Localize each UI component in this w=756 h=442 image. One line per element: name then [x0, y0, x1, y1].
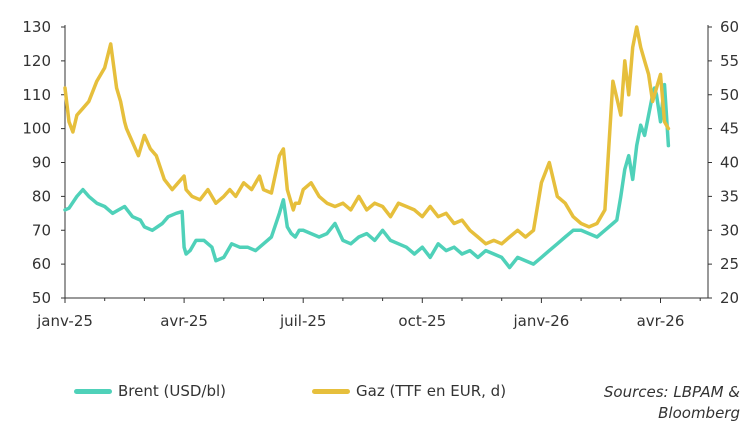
x-tick-label: oct-25	[398, 312, 446, 330]
line-chart: 50 60 70 80 90 100 110 120 130 20 25 30 35 40 45 50 55 60…	[22, 18, 739, 330]
x-tick-label: avr-25	[160, 312, 208, 330]
source-line-1: Sources: LBPAM &	[603, 383, 740, 401]
axes-group	[61, 25, 712, 303]
right-tick-label: 60	[720, 18, 739, 36]
x-tick-label: avr-26	[637, 312, 685, 330]
left-tick-label: 110	[22, 86, 51, 104]
left-tick-label: 50	[32, 289, 51, 307]
right-tick-label: 30	[720, 221, 739, 239]
x-tick-label: janv-26	[512, 312, 569, 330]
legend-label-gaz: Gaz (TTF en EUR, d)	[356, 382, 507, 400]
right-tick-label: 20	[720, 289, 739, 307]
left-tick-label: 90	[32, 154, 51, 172]
tick-labels-group: 50 60 70 80 90 100 110 120 130 20 25 30 35 40 45 50 55 60…	[22, 18, 739, 330]
left-tick-label: 60	[32, 255, 51, 273]
legend-item-gaz: Gaz (TTF en EUR, d)	[312, 382, 506, 400]
series-group	[63, 25, 671, 270]
left-tick-label: 100	[22, 120, 51, 138]
legend-label-brent: Brent (USD/bl)	[118, 382, 227, 400]
source-line-2: Bloomberg	[658, 404, 740, 422]
left-tick-label: 130	[22, 18, 51, 36]
x-tick-label: janv-25	[36, 312, 93, 330]
right-tick-label: 45	[720, 120, 739, 138]
right-tick-label: 25	[720, 255, 739, 273]
right-tick-label: 50	[720, 86, 739, 104]
source-note: Sources: LBPAM & Bloomberg	[570, 382, 740, 424]
right-tick-label: 55	[720, 52, 739, 70]
gaz-line	[63, 25, 671, 246]
legend-item-brent: Brent (USD/bl)	[74, 382, 226, 400]
right-tick-label: 35	[720, 187, 739, 205]
brent-swatch	[74, 388, 112, 394]
brent-line	[63, 82, 671, 270]
right-tick-label: 40	[720, 154, 739, 172]
x-tick-label: juil-25	[279, 312, 327, 330]
left-tick-label: 70	[32, 221, 51, 239]
left-tick-label: 120	[22, 52, 51, 70]
left-tick-label: 80	[32, 187, 51, 205]
gaz-swatch	[312, 388, 350, 394]
